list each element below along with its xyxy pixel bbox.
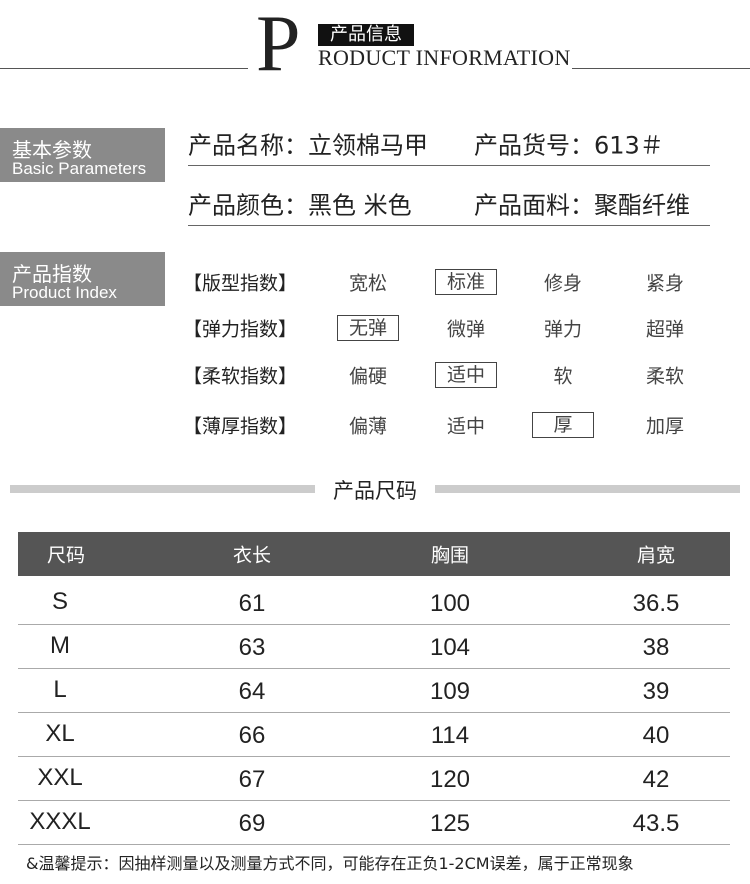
index-option-selected: 适中 [435, 362, 497, 388]
index-option: 修身 [543, 272, 583, 295]
cell: M [50, 632, 70, 659]
row-rule [188, 165, 710, 166]
row-rule [18, 668, 730, 669]
index-option: 偏薄 [348, 415, 388, 438]
cell: XXL [37, 764, 83, 791]
row-rule [18, 712, 730, 713]
cell: 61 [238, 590, 266, 617]
header-rule [0, 68, 248, 69]
index-option: 柔软 [645, 365, 685, 388]
cell: S [51, 588, 69, 615]
cell: 40 [642, 722, 670, 749]
cell: 42 [642, 766, 670, 793]
title-en: RODUCT INFORMATION [318, 45, 571, 70]
index-option: 偏硬 [348, 365, 388, 388]
cell: 109 [429, 678, 471, 705]
index-name: 【弹力指数】 [183, 318, 298, 341]
note: &温馨提示：因抽样测量以及测量方式不同，可能存在正负1-2CM误差，属于正常现象 [26, 854, 634, 873]
label-en: Product Index [12, 283, 117, 302]
index-option-selected: 厚 [532, 412, 594, 438]
index-option: 微弹 [446, 318, 486, 341]
index-name: 【版型指数】 [183, 272, 298, 295]
row-rule [18, 756, 730, 757]
cell: 66 [238, 722, 266, 749]
cell: XL [45, 720, 75, 747]
cell: 67 [238, 766, 266, 793]
cell: 125 [429, 810, 471, 837]
index-option: 弹力 [543, 318, 583, 341]
cell: 114 [430, 722, 470, 749]
index-option-selected: 标准 [435, 269, 497, 295]
size-title: 产品尺码 [333, 479, 417, 503]
cell: 64 [238, 678, 266, 705]
index-option: 宽松 [348, 272, 388, 295]
row-rule [18, 800, 730, 801]
index-option: 适中 [446, 415, 486, 438]
index-name: 【薄厚指数】 [183, 415, 298, 438]
table-header [18, 532, 730, 576]
row-rule [18, 624, 730, 625]
basic-field: 产品面料：聚酯纤维 [474, 191, 690, 220]
row-rule [18, 844, 730, 845]
basic-field: 产品名称：立领棉马甲 [188, 131, 428, 160]
cell: 63 [238, 634, 266, 661]
label-en: Basic Parameters [12, 159, 147, 178]
row-rule [188, 225, 710, 226]
cell: 120 [429, 766, 471, 793]
cell: 36.5 [632, 590, 680, 617]
cell: 43.5 [632, 810, 680, 837]
cell: 39 [642, 678, 670, 705]
basic-field: 产品颜色：黑色 米色 [188, 191, 412, 220]
index-option: 软 [553, 365, 573, 388]
label-cn: 产品指数 [12, 262, 92, 286]
index-option: 超弹 [645, 318, 685, 341]
cell: L [53, 676, 67, 703]
cell: 100 [429, 590, 471, 617]
basic-label: 基本参数 Basic Parameters [0, 128, 165, 182]
big-letter: P [256, 0, 301, 88]
column-header: 衣长 [232, 544, 272, 567]
divider [435, 485, 740, 493]
index-option: 加厚 [645, 415, 685, 438]
divider [10, 485, 315, 493]
title-cn: 产品信息 [318, 24, 414, 46]
cell: 69 [238, 810, 266, 837]
index-label: 产品指数 Product Index [0, 252, 165, 306]
label-cn: 基本参数 [12, 138, 92, 162]
index-option: 紧身 [645, 272, 685, 295]
basic-field: 产品货号：613＃ [474, 131, 664, 160]
cell: 104 [429, 634, 471, 661]
index-name: 【柔软指数】 [183, 365, 298, 388]
column-header: 尺码 [46, 544, 86, 567]
column-header: 胸围 [430, 544, 470, 567]
index-option-selected: 无弹 [337, 315, 399, 341]
cell: XXXL [29, 808, 91, 835]
header-rule [572, 68, 750, 69]
cell: 38 [642, 634, 670, 661]
column-header: 肩宽 [636, 544, 676, 567]
